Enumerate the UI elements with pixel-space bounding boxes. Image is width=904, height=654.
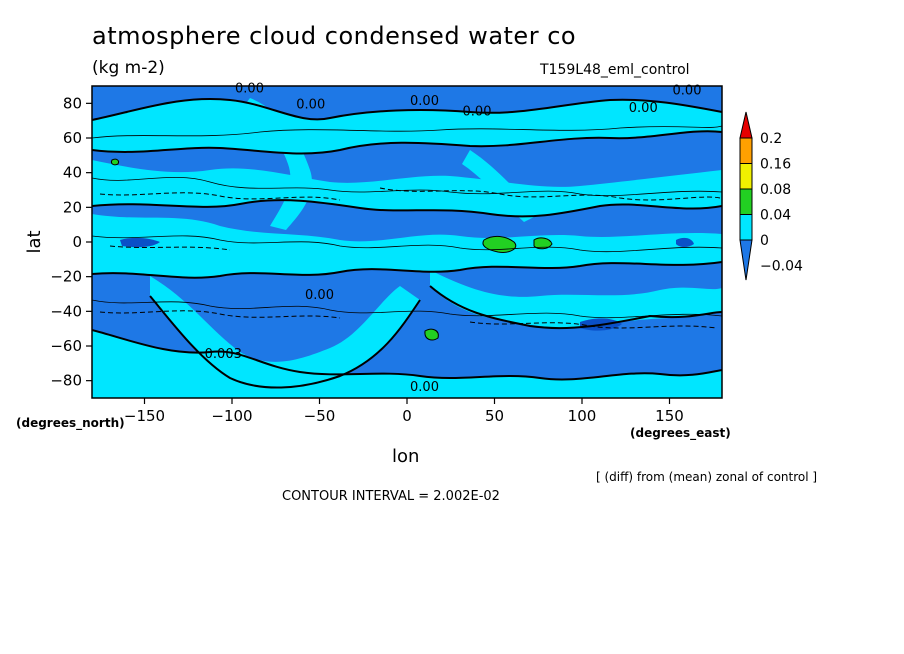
y-tick-label: 40	[63, 164, 82, 182]
y-tick-label: −40	[50, 302, 82, 320]
band-south-mid	[430, 270, 722, 328]
y-tick-label: −60	[50, 337, 82, 355]
y-tick-label: 0	[72, 233, 82, 251]
contour-label: 0.00	[235, 82, 264, 97]
zero-contours	[92, 98, 722, 389]
thin-contours	[92, 125, 722, 319]
dashed-contours	[99, 187, 721, 329]
colorbar: 0.2 0.16 0.08 0.04 0 −0.04	[739, 111, 803, 281]
colorbar-label: 0.16	[760, 157, 791, 173]
chart-units: (kg m-2)	[92, 58, 165, 78]
colorbar-label: 0	[760, 233, 769, 249]
patch-dark-1	[120, 237, 160, 248]
colorbar-segment	[739, 188, 753, 215]
x-tick-label: 150	[655, 407, 684, 425]
y-tick-label: 60	[63, 129, 82, 147]
colorbar-segment	[739, 214, 753, 241]
patch-dark-3	[676, 237, 694, 247]
chart-title: atmosphere cloud condensed water co	[92, 22, 577, 50]
y-unit-label: (degrees_north)	[16, 416, 125, 430]
y-tick-label: 80	[63, 94, 82, 112]
field-layer	[92, 98, 722, 398]
note-text: [ (diff) from (mean) zonal of control ]	[596, 470, 818, 484]
y-tick-label: 20	[63, 198, 82, 216]
y-axis-label: lat	[24, 230, 45, 253]
contour-interval: CONTOUR INTERVAL = 2.002E-02	[282, 489, 500, 504]
experiment-label: T159L48_eml_control	[540, 62, 690, 78]
colorbar-bottom-arrow	[739, 239, 753, 281]
colorbar-segment	[739, 163, 753, 190]
x-tick-label: −100	[211, 407, 252, 425]
contour-label: 0.00	[410, 94, 439, 109]
contour-label: 0.003	[205, 347, 242, 362]
y-tick-label: −20	[50, 268, 82, 286]
colorbar-label: 0.08	[760, 182, 791, 198]
x-unit-label: (degrees_east)	[630, 426, 731, 440]
colorbar-label: 0.04	[760, 208, 791, 224]
contour-label: 0.00	[305, 288, 334, 303]
y-axis: −80 −60 −40 −20 0 20 40 60 80	[50, 94, 92, 390]
patch-green-1	[482, 235, 517, 253]
colorbar-segment	[739, 137, 753, 164]
patch-green-4	[111, 158, 119, 166]
colorbar-label: 0.2	[760, 131, 782, 147]
contour-label: 0.00	[673, 83, 702, 98]
colorbar-label: −0.04	[760, 259, 803, 275]
patch-green-3	[424, 328, 439, 341]
x-tick-label: −150	[124, 407, 165, 425]
x-axis: −150 −100 −50 0 50 100 150	[124, 398, 684, 425]
x-tick-label: 100	[568, 407, 597, 425]
contour-label: 0.00	[629, 101, 658, 116]
contour-labels: 0.00 0.00 0.00 0.00 0.00 0.00 0.003 0.00 0.00	[205, 82, 702, 395]
x-tick-label: −50	[304, 407, 336, 425]
patch-europe	[462, 150, 540, 222]
x-axis-label: lon	[392, 446, 420, 467]
x-tick-label: 0	[402, 407, 412, 425]
x-tick-label: 50	[485, 407, 504, 425]
band-south-high	[92, 330, 722, 398]
colorbar-top-arrow	[739, 111, 753, 139]
contour-label: 0.00	[296, 97, 325, 112]
contour-label: 0.00	[463, 104, 492, 119]
contour-label: 0.00	[410, 380, 439, 395]
y-tick-label: −80	[50, 372, 82, 390]
band-north-high	[92, 99, 722, 154]
